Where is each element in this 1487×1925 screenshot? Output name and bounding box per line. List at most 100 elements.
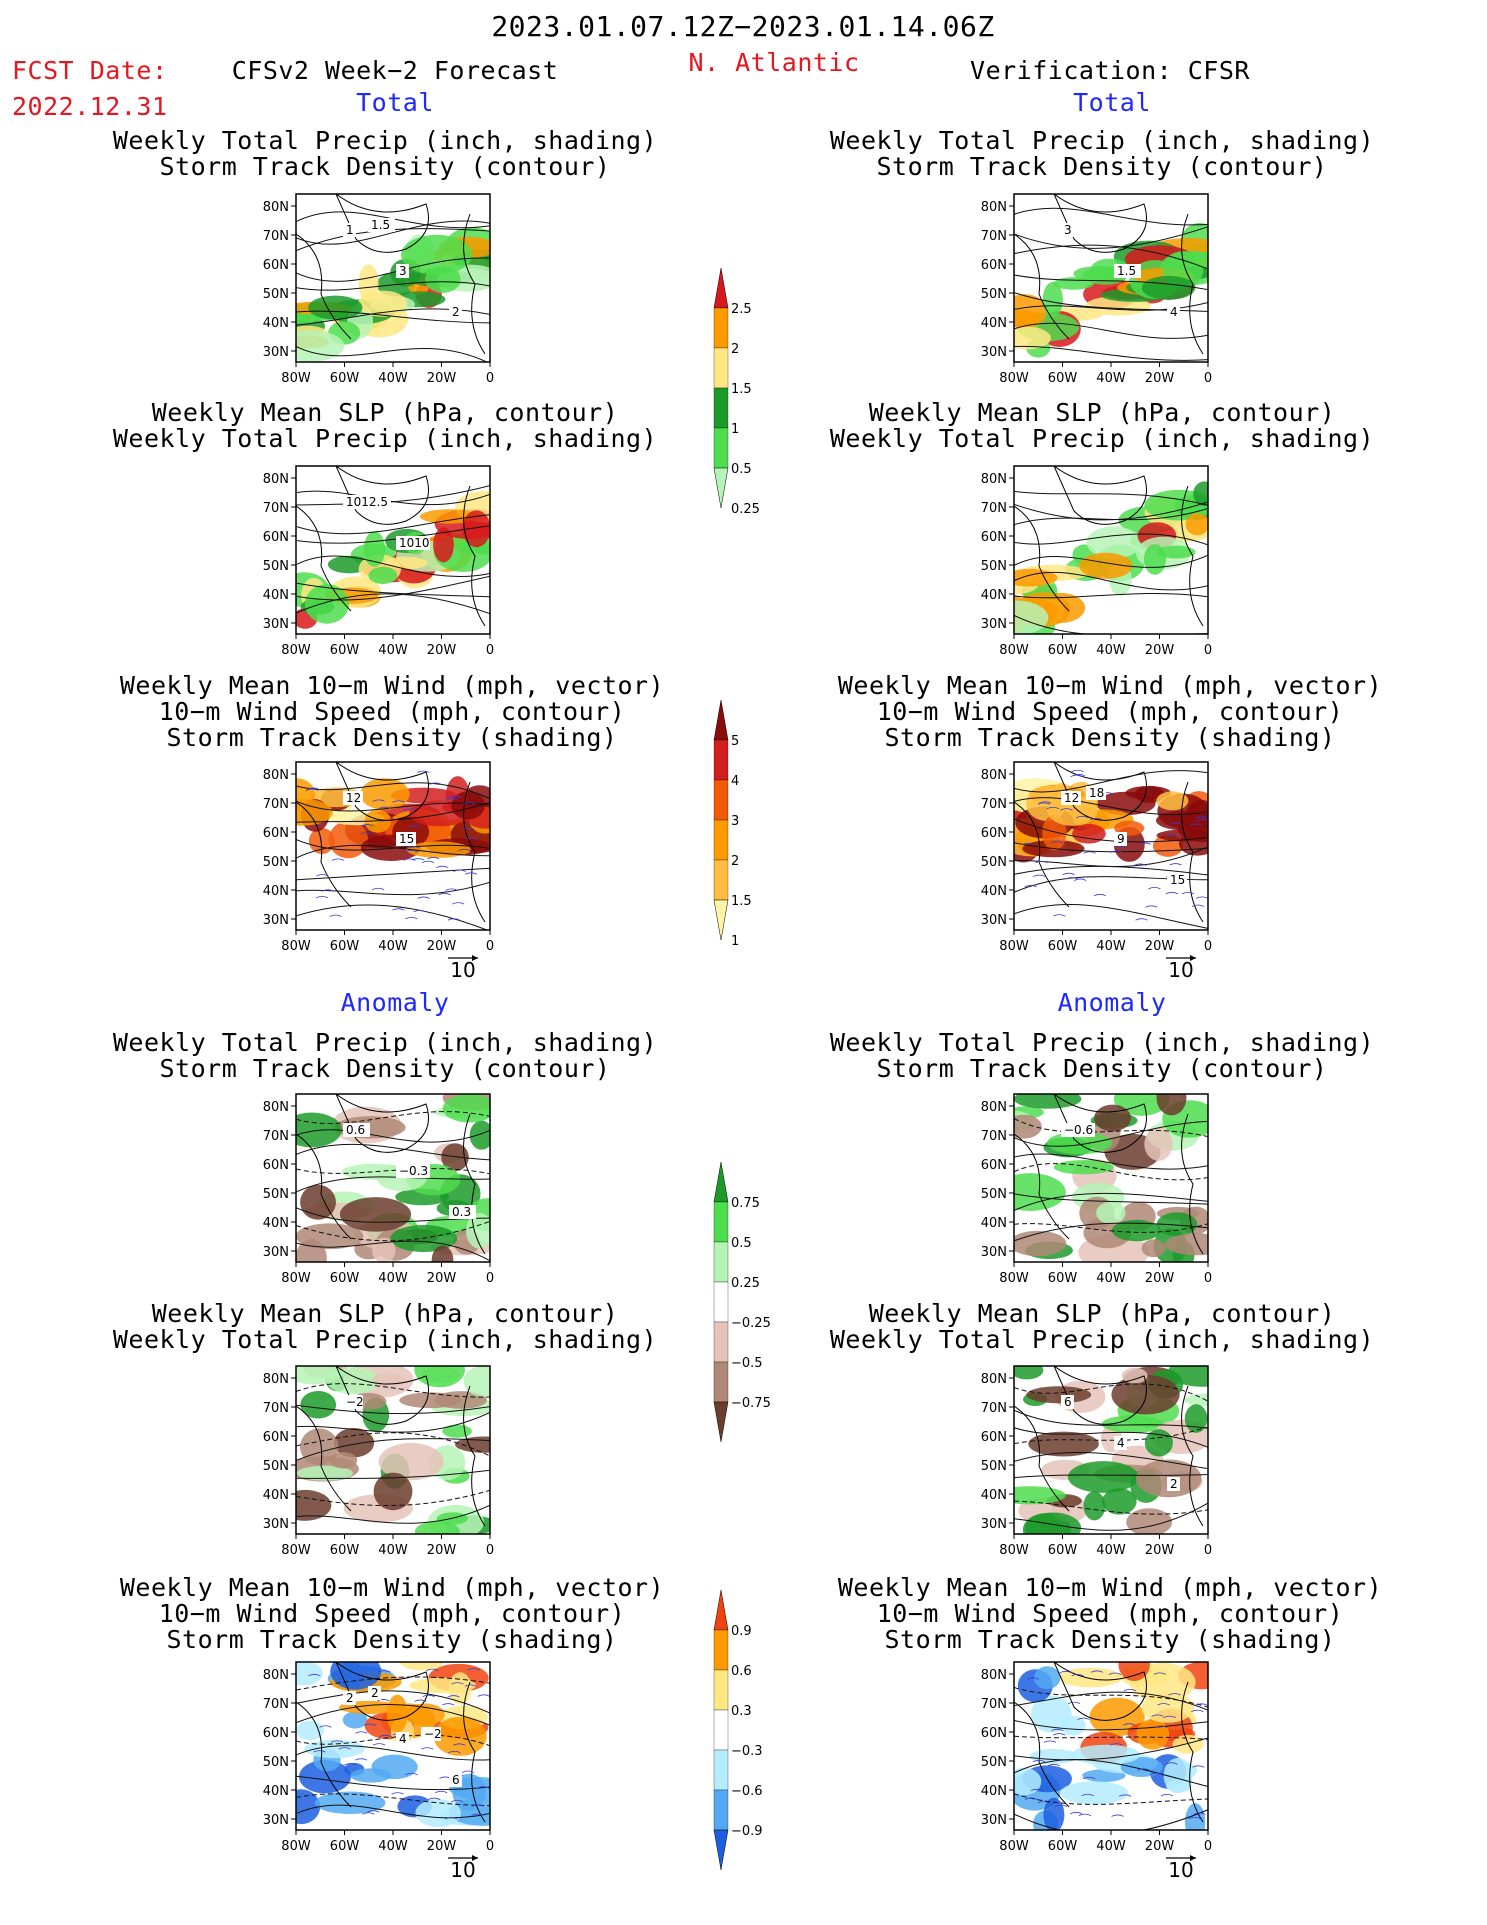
contour-line xyxy=(1014,1426,1208,1445)
contour-line xyxy=(296,881,490,896)
lat-tick-label: 40N xyxy=(981,1216,1007,1231)
contour-label: 12 xyxy=(346,791,361,805)
lat-tick-label: 60N xyxy=(263,1430,289,1445)
contour-label: 2 xyxy=(346,1691,354,1705)
lon-tick-label: 20W xyxy=(1145,1543,1175,1558)
contour-line xyxy=(296,525,490,544)
contour-line xyxy=(296,1111,490,1125)
lon-tick-label: 60W xyxy=(1048,371,1078,386)
shading-blob xyxy=(328,820,369,859)
colorbar-tick-label: 0.9 xyxy=(731,1624,752,1639)
shading-blob xyxy=(451,791,485,820)
lat-tick-label: 60N xyxy=(981,1430,1007,1445)
wind-vector xyxy=(1050,841,1064,844)
contour-line xyxy=(1014,490,1208,506)
shading-blob xyxy=(1089,1697,1145,1737)
contour-label-bg xyxy=(1061,791,1081,805)
lat-tick-label: 80N xyxy=(981,768,1007,783)
contour-line xyxy=(1014,244,1208,270)
lat-tick-label: 40N xyxy=(981,1784,1007,1799)
wind-vector xyxy=(476,1786,490,1789)
shading-blob xyxy=(1164,1233,1208,1256)
lat-tick-label: 50N xyxy=(981,1755,1007,1770)
contour-line xyxy=(296,593,490,615)
shading-blob xyxy=(296,1789,321,1825)
lon-tick-label: 0 xyxy=(1204,371,1212,386)
lat-tick-label: 50N xyxy=(981,855,1007,870)
wind-vector xyxy=(1065,877,1079,880)
wind-vector xyxy=(463,801,476,805)
contour-line xyxy=(1014,1735,1208,1740)
lon-tick-label: 80W xyxy=(999,1543,1029,1558)
p3l-title-1: Weekly Mean 10−m Wind (mph, vector) xyxy=(119,671,665,700)
contour-label: −0.3 xyxy=(399,1164,428,1178)
greenland-coast xyxy=(335,1094,429,1153)
lat-tick-label: 80N xyxy=(263,472,289,487)
contour-line xyxy=(1014,226,1208,249)
wind-vector xyxy=(321,889,335,892)
lat-tick-label: 40N xyxy=(263,884,289,899)
shading-blob xyxy=(373,1472,413,1511)
wind-vector xyxy=(307,787,320,790)
wind-vector xyxy=(438,892,451,896)
contour-line xyxy=(1014,1793,1208,1805)
p1r-title-2: Storm Track Density (contour) xyxy=(876,152,1328,181)
contour-line xyxy=(1014,1153,1208,1170)
map-panel-p1l: 1 3 2 1.5 80N 70N 60N 50N 40N 30N 80W 60W 40W 20W 0 xyxy=(263,193,494,386)
shading-blob xyxy=(1047,795,1098,826)
contour-label-bg xyxy=(343,1691,356,1705)
lon-tick-label: 60W xyxy=(1048,1839,1078,1854)
contour-line xyxy=(1014,903,1208,929)
lon-tick-label: 80W xyxy=(281,1839,311,1854)
wind-vector xyxy=(1067,1701,1081,1705)
lon-tick-label: 0 xyxy=(486,1543,494,1558)
wind-vector xyxy=(1123,1723,1136,1726)
p3r-title-2: 10−m Wind Speed (mph, contour) xyxy=(876,697,1344,726)
colorbar-segment xyxy=(713,307,729,349)
lon-tick-label: 40W xyxy=(1096,371,1126,386)
contour-line xyxy=(1014,1452,1208,1470)
contour-line xyxy=(296,1676,490,1691)
contour-label-bg xyxy=(343,1395,363,1409)
map-field-p6r xyxy=(1014,1662,1208,1830)
colorbar-segment xyxy=(713,1201,729,1243)
wind-vector xyxy=(1137,1768,1150,1771)
map-panel-p6l: 2 4 6 2 −2 80N 70N 60N 50N 40N 30N 80W 60W 40W 20W 0 10 xyxy=(263,1661,494,1882)
lat-tick-label: 30N xyxy=(263,617,289,632)
lon-tick-label: 60W xyxy=(330,1839,360,1854)
shading-blob xyxy=(1042,281,1063,318)
contour-label-bg xyxy=(1167,1477,1180,1491)
lat-tick-label: 60N xyxy=(981,826,1007,841)
shading-blob xyxy=(1193,481,1208,506)
p5r-title-2: Weekly Total Precip (inch, shading) xyxy=(829,1325,1375,1354)
lon-tick-label: 80W xyxy=(999,1271,1029,1286)
lon-tick-label: 40W xyxy=(1096,1543,1126,1558)
wind-vector xyxy=(1047,1763,1061,1767)
wind-vector xyxy=(1037,1801,1051,1804)
colorbar-tick-label: −0.6 xyxy=(731,1784,763,1799)
colorbar-bottom-cap xyxy=(713,467,729,509)
shading-blob xyxy=(1094,1104,1132,1132)
colorbar-4: 0.9 0.6 0.3 −0.3 −0.6 −0.9 xyxy=(713,1589,763,1871)
lat-tick-label: 50N xyxy=(263,1187,289,1202)
shading-blob xyxy=(414,1521,460,1534)
shading-blob xyxy=(1079,552,1133,579)
contour-label-bg xyxy=(449,1205,476,1219)
lon-tick-label: 60W xyxy=(330,371,360,386)
contour-line xyxy=(296,1143,490,1161)
wind-vector xyxy=(471,1804,484,1807)
wind-vector xyxy=(361,824,374,827)
wind-vector xyxy=(465,837,479,840)
wind-vector xyxy=(414,1699,427,1702)
contour-line xyxy=(1014,593,1208,599)
lon-tick-label: 60W xyxy=(1048,643,1078,658)
contour-line xyxy=(1014,1120,1208,1147)
wind-vector xyxy=(421,1747,434,1750)
map-field-p6l xyxy=(296,1662,490,1830)
wind-vector xyxy=(1138,842,1152,845)
p2r-title-2: Weekly Total Precip (inch, shading) xyxy=(829,424,1375,453)
contour-line xyxy=(296,1469,490,1479)
shading-blob xyxy=(330,1662,382,1690)
date-range: 2023.01.07.12Z−2023.01.14.06Z xyxy=(491,10,995,43)
contour-line xyxy=(1014,554,1208,568)
